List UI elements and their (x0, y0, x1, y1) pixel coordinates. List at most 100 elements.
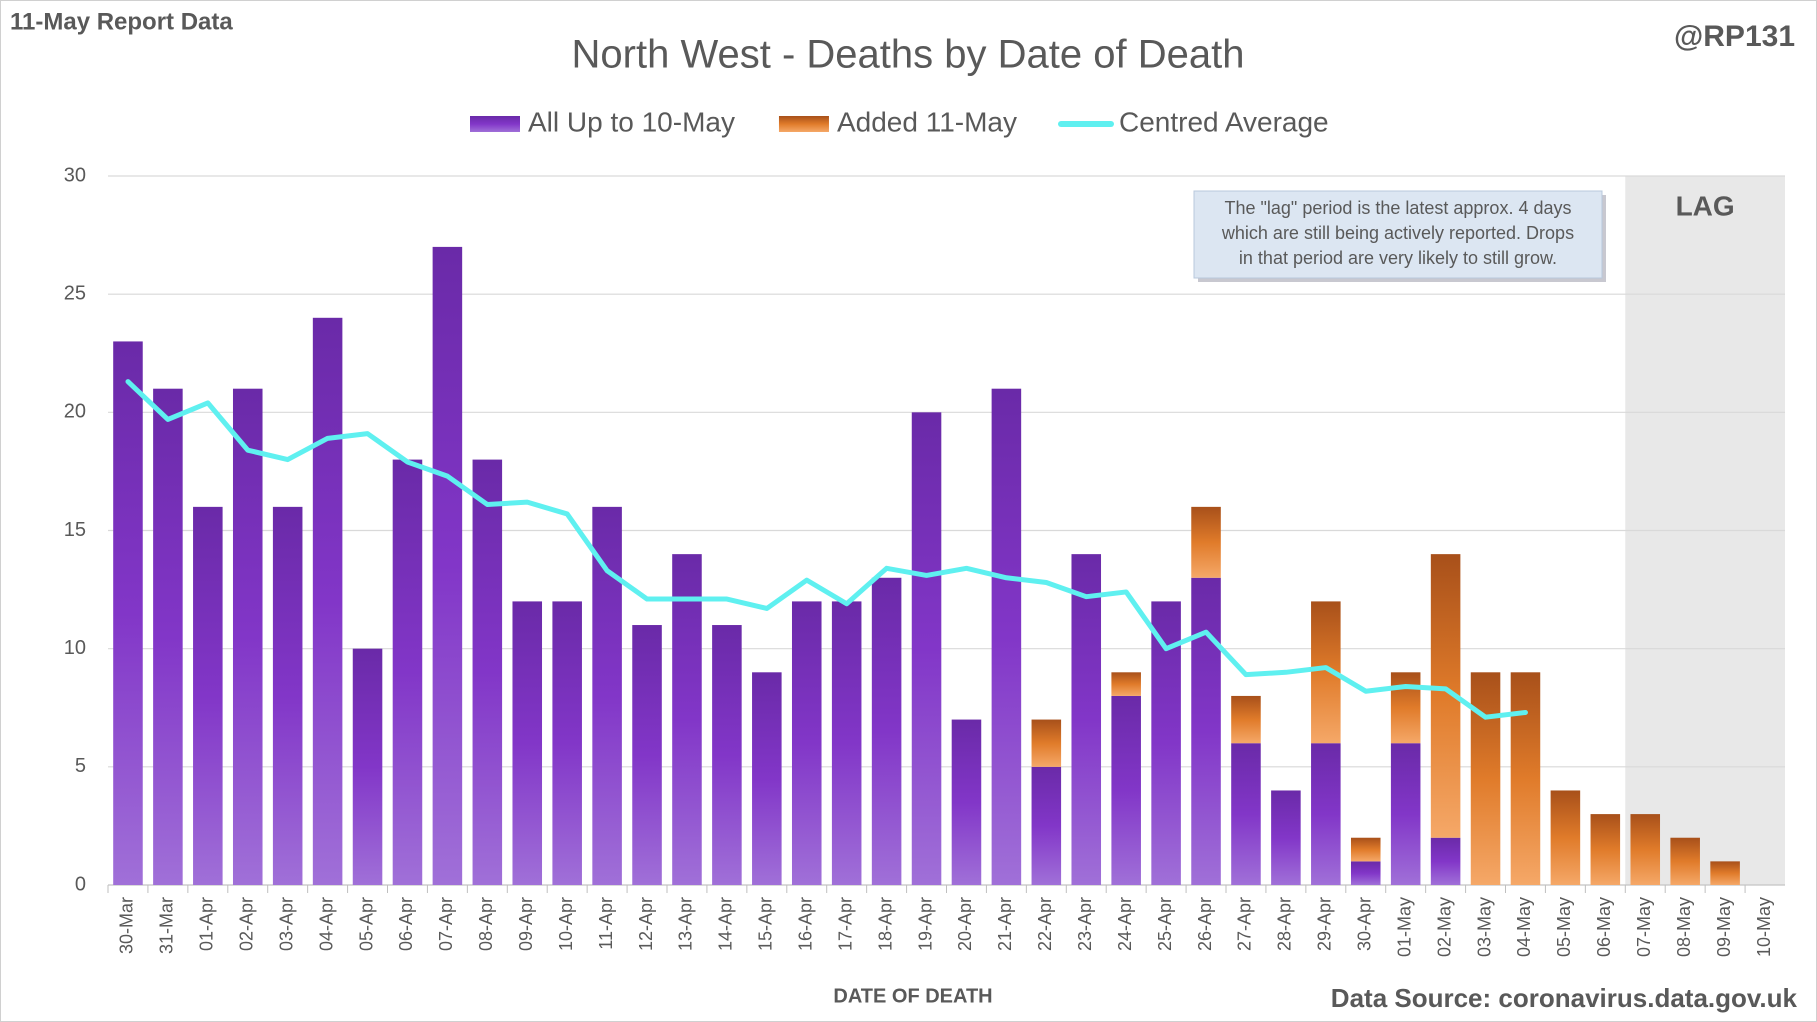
bar (632, 625, 662, 885)
bar (1470, 672, 1501, 885)
source: Data Source: coronavirus.data.gov.uk (1331, 983, 1798, 1013)
x-tick-label: 28-Apr (1275, 897, 1295, 951)
bar (1311, 743, 1341, 885)
x-tick-label: 16-Apr (796, 897, 816, 951)
y-tick-label: 30 (64, 164, 86, 186)
x-tick-label: 05-May (1554, 897, 1574, 957)
y-tick-label: 15 (64, 519, 86, 541)
x-tick-label: 01-May (1394, 897, 1414, 957)
y-tick-label: 20 (64, 401, 86, 423)
x-tick-label: 12-Apr (636, 897, 656, 951)
bar (1390, 743, 1421, 885)
bar (672, 554, 702, 885)
x-tick-label: 29-Apr (1315, 897, 1335, 951)
x-tick-label: 27-Apr (1235, 897, 1255, 951)
x-tick-label: 01-Apr (197, 897, 217, 951)
bar (911, 412, 942, 885)
x-tick-label: 15-Apr (756, 897, 776, 951)
bar (153, 388, 183, 885)
x-tick-label: 21-Apr (995, 897, 1015, 951)
bar (512, 601, 543, 885)
lag-label: LAG (1676, 190, 1735, 221)
bar (592, 506, 622, 885)
bar (1031, 766, 1062, 885)
average-line (125, 379, 1528, 720)
x-tick-label: 04-Apr (316, 897, 336, 951)
bar (1430, 837, 1461, 885)
bar (1191, 577, 1221, 885)
x-tick-label: 06-May (1594, 897, 1614, 957)
bar (1510, 672, 1541, 885)
x-tick-label: 05-Apr (356, 897, 376, 951)
x-tick-label: 17-Apr (835, 897, 855, 951)
bar (1111, 695, 1141, 885)
bar (871, 577, 902, 885)
bar (432, 246, 463, 885)
bar (1590, 814, 1621, 885)
bar (552, 601, 582, 885)
bar (1350, 837, 1381, 862)
bar (232, 388, 263, 885)
y-tick-label: 0 (75, 873, 86, 895)
bar (1630, 814, 1661, 885)
x-tick-label: 26-Apr (1195, 897, 1215, 951)
x-tick-label: 19-Apr (915, 897, 935, 951)
x-tick-label: 22-Apr (1035, 897, 1055, 951)
x-tick-label: 25-Apr (1155, 897, 1175, 951)
x-tick-label: 03-May (1474, 897, 1494, 957)
bar (1550, 790, 1581, 885)
y-tick-label: 5 (75, 755, 86, 777)
x-tick-label: 24-Apr (1115, 897, 1135, 951)
x-tick-label: 06-Apr (396, 897, 416, 951)
x-tick-label: 31-Mar (157, 897, 177, 954)
x-axis-title: DATE OF DEATH (833, 985, 992, 1007)
x-tick-label: 02-May (1434, 897, 1454, 957)
x-tick-label: 02-Apr (237, 897, 257, 951)
bar (712, 625, 742, 885)
x-tick-label: 20-Apr (955, 897, 975, 951)
x-tick-label: 30-Apr (1355, 897, 1375, 951)
bar (1071, 554, 1102, 885)
bar (951, 719, 982, 885)
bar (1231, 743, 1261, 885)
x-tick-label: 07-Apr (436, 897, 456, 951)
bar (1670, 837, 1700, 885)
legend-label: Added 11-May (837, 106, 1017, 137)
bar (752, 672, 782, 885)
bar (472, 459, 503, 885)
x-tick-label: 18-Apr (875, 897, 895, 951)
bar (1390, 672, 1421, 744)
y-tick-label: 10 (64, 637, 86, 659)
report-label: 11-May Report Data (10, 8, 233, 35)
x-tick-label: 08-Apr (476, 897, 496, 951)
bar (193, 506, 223, 885)
y-tick-label: 25 (64, 282, 86, 304)
x-tick-label: 30-Mar (117, 897, 137, 954)
bar (1191, 506, 1221, 578)
legend-label: Centred Average (1119, 106, 1329, 137)
x-tick-label: 10-Apr (556, 897, 576, 951)
x-tick-label: 13-Apr (676, 897, 696, 951)
bar (1031, 719, 1062, 767)
annotation-text: which are still being actively reported.… (1221, 223, 1574, 243)
annotation-text: The "lag" period is the latest approx. 4… (1225, 198, 1572, 218)
x-tick-label: 11-Apr (596, 897, 616, 950)
chart-title: North West - Deaths by Date of Death (572, 33, 1245, 77)
x-tick-label: 09-May (1714, 897, 1734, 957)
handle: @RP131 (1674, 20, 1795, 53)
bar (831, 601, 862, 885)
bar (1231, 695, 1261, 744)
bar (1111, 672, 1141, 696)
bar (312, 317, 343, 885)
bar (991, 388, 1022, 885)
x-tick-label: 09-Apr (516, 897, 536, 951)
x-tick-label: 08-May (1674, 897, 1694, 957)
x-tick-label: 23-Apr (1075, 897, 1095, 951)
bar (1350, 861, 1381, 885)
annotation-box (1193, 190, 1603, 279)
bar (392, 459, 423, 885)
bar (352, 648, 383, 885)
x-tick-label: 04-May (1514, 897, 1534, 957)
